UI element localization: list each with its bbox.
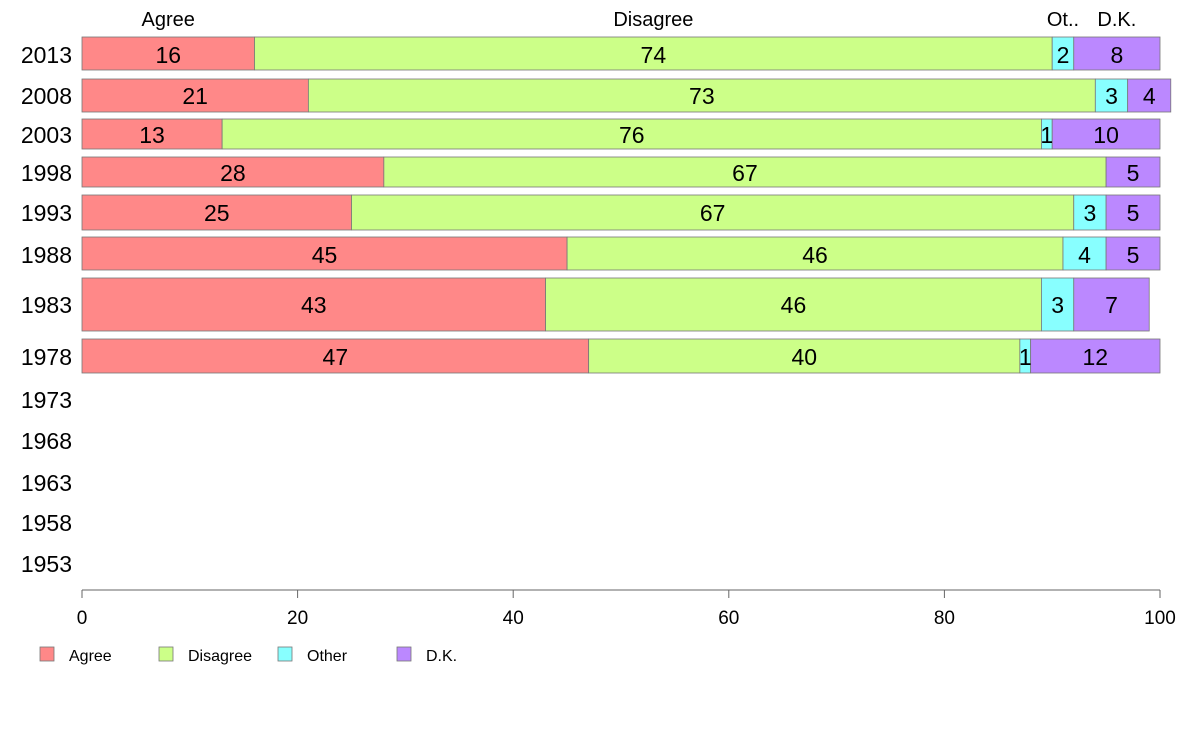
data-label: 5 xyxy=(1127,160,1140,186)
bar-segment xyxy=(1127,78,1172,113)
data-label: 3 xyxy=(1051,292,1064,318)
data-label: 67 xyxy=(700,200,726,226)
year-label: 1993 xyxy=(21,200,72,226)
bar-segment xyxy=(81,338,590,374)
bar-segment xyxy=(1105,156,1161,188)
bar-segment xyxy=(81,236,568,271)
data-label: 21 xyxy=(182,83,208,109)
data-label: 10 xyxy=(1093,122,1119,148)
legend-label: Agree xyxy=(69,648,112,665)
column-header: Disagree xyxy=(613,9,693,31)
data-label: 5 xyxy=(1127,200,1140,226)
legend-swatch xyxy=(39,646,55,662)
x-tick-label: 20 xyxy=(287,608,308,629)
bar-segment xyxy=(81,194,352,231)
legend-label: Other xyxy=(307,648,348,665)
legend-label: Disagree xyxy=(188,648,252,665)
x-tick-label: 60 xyxy=(718,608,739,629)
bar-segment xyxy=(1073,194,1107,231)
bar-segment xyxy=(307,78,1096,113)
bar-segment xyxy=(566,236,1064,271)
bar-segment xyxy=(351,194,1075,231)
column-header: Ot.. xyxy=(1047,9,1079,31)
data-label: 1 xyxy=(1019,344,1032,370)
legend-label: D.K. xyxy=(426,648,457,665)
bar-segment xyxy=(1041,277,1075,332)
year-label: 2003 xyxy=(21,122,72,148)
x-tick-label: 80 xyxy=(934,608,955,629)
column-header: D.K. xyxy=(1097,9,1136,31)
data-label: 46 xyxy=(781,292,807,318)
data-label: 5 xyxy=(1127,242,1140,268)
data-label: 73 xyxy=(689,83,715,109)
data-label: 2 xyxy=(1057,42,1070,68)
x-axis: 0 20 40 60 80 100 xyxy=(77,589,1176,629)
column-headers: Agree Disagree Ot.. D.K. xyxy=(142,9,1137,31)
year-label: 2013 xyxy=(21,42,72,68)
data-label: 45 xyxy=(312,242,338,268)
x-tick-label: 100 xyxy=(1144,608,1176,629)
data-label: 1 xyxy=(1040,122,1053,148)
bar-segment xyxy=(221,118,1042,150)
data-label: 47 xyxy=(323,344,349,370)
year-label: 1988 xyxy=(21,242,72,268)
data-label: 76 xyxy=(619,122,645,148)
year-label: 1998 xyxy=(21,160,72,186)
data-label: 4 xyxy=(1078,242,1091,268)
year-labels: 2013 2008 2003 1998 1993 1988 1983 1978 1973 1968… xyxy=(21,42,72,577)
data-label: 8 xyxy=(1110,42,1123,68)
bar-segment xyxy=(588,338,1021,374)
bar-segment xyxy=(1105,236,1161,271)
data-label: 74 xyxy=(641,42,667,68)
column-header: Agree xyxy=(142,9,195,31)
bar-segment xyxy=(1062,236,1107,271)
bar-segment xyxy=(81,118,223,150)
bar-segment xyxy=(81,36,255,71)
data-label: 4 xyxy=(1143,83,1156,109)
bar-segment xyxy=(1073,277,1150,332)
bar-segment xyxy=(81,156,385,188)
data-label: 28 xyxy=(220,160,246,186)
legend-swatch xyxy=(277,646,293,662)
data-label: 3 xyxy=(1105,83,1118,109)
data-label: 16 xyxy=(155,42,181,68)
bar-segment xyxy=(254,36,1053,71)
year-label: 1973 xyxy=(21,387,72,413)
bar-segment xyxy=(1030,338,1161,374)
bar-segment xyxy=(1094,78,1129,113)
bar-segment xyxy=(81,277,546,332)
data-label: 7 xyxy=(1105,292,1118,318)
bar-segment xyxy=(1051,118,1161,150)
x-tick-label: 0 xyxy=(77,608,88,629)
year-label: 2008 xyxy=(21,83,72,109)
legend-swatch xyxy=(396,646,412,662)
data-label: 43 xyxy=(301,292,327,318)
data-label: 40 xyxy=(791,344,817,370)
bar-segment xyxy=(1105,194,1161,231)
data-label: 67 xyxy=(732,160,758,186)
year-label: 1978 xyxy=(21,344,72,370)
data-label: 3 xyxy=(1084,200,1097,226)
data-label: 25 xyxy=(204,200,230,226)
bar-segment xyxy=(81,78,309,113)
year-label: 1983 xyxy=(21,292,72,318)
data-label: 46 xyxy=(802,242,828,268)
legend: Agree Disagree Other D.K. xyxy=(39,646,457,665)
legend-swatch xyxy=(158,646,174,662)
year-label: 1963 xyxy=(21,470,72,496)
bar-segment xyxy=(545,277,1042,332)
x-tick-label: 40 xyxy=(503,608,524,629)
year-label: 1953 xyxy=(21,551,72,577)
year-label: 1958 xyxy=(21,510,72,536)
bar-segment xyxy=(383,156,1107,188)
bar-segment xyxy=(1073,36,1161,71)
data-label: 12 xyxy=(1083,344,1109,370)
data-label: 13 xyxy=(139,122,165,148)
bar-segments xyxy=(81,36,1172,374)
year-label: 1968 xyxy=(21,428,72,454)
